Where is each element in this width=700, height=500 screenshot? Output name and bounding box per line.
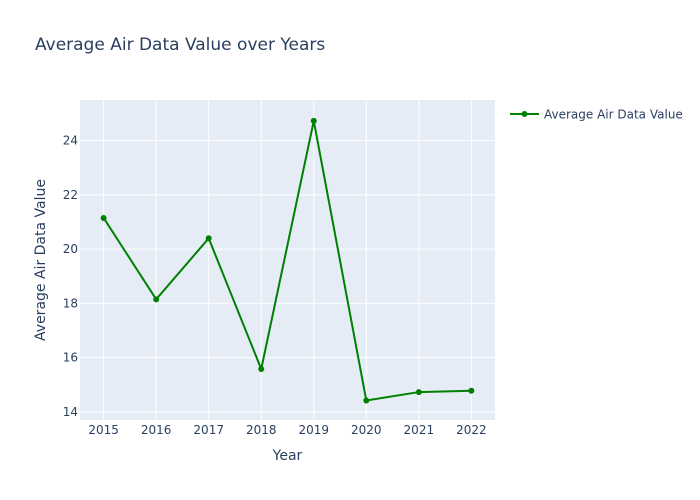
chart-title: Average Air Data Value over Years	[35, 35, 325, 55]
x-tick-label: 2022	[456, 423, 487, 437]
x-tick-label: 2018	[246, 423, 277, 437]
y-tick-label: 14	[63, 405, 78, 419]
series-group	[100, 117, 475, 404]
series-line	[102, 120, 472, 402]
y-tick-label: 20	[63, 242, 78, 256]
x-tick-label: 2016	[141, 423, 172, 437]
y-axis-ticks: 14 16 18 20 22 24	[63, 134, 78, 419]
y-axis-title: Average Air Data Value	[33, 179, 49, 341]
data-point[interactable]	[363, 397, 370, 404]
data-point[interactable]	[415, 389, 422, 396]
y-tick-label: 24	[63, 134, 78, 148]
legend-point-marker	[521, 111, 528, 117]
data-point[interactable]	[258, 366, 265, 373]
legend[interactable]: Average Air Data Value	[510, 108, 683, 122]
x-tick-label: 2019	[298, 423, 329, 437]
y-tick-label: 18	[63, 296, 78, 310]
y-tick-label: 16	[63, 351, 78, 365]
plot-area	[80, 100, 495, 420]
x-tick-label: 2021	[404, 423, 435, 437]
data-point[interactable]	[468, 387, 475, 394]
x-axis-title: Year	[272, 448, 303, 464]
data-point[interactable]	[153, 296, 160, 303]
legend-label: Average Air Data Value	[544, 108, 683, 122]
data-point[interactable]	[205, 235, 212, 242]
data-point[interactable]	[310, 117, 317, 124]
y-tick-label: 22	[63, 188, 78, 202]
x-tick-label: 2017	[193, 423, 224, 437]
grid-lines	[80, 100, 495, 420]
x-tick-label: 2015	[88, 423, 119, 437]
x-tick-label: 2020	[351, 423, 382, 437]
data-point[interactable]	[100, 214, 107, 221]
x-axis-ticks: 2015 2016 2017 2018 2019 2020 2021 2022	[88, 423, 486, 437]
